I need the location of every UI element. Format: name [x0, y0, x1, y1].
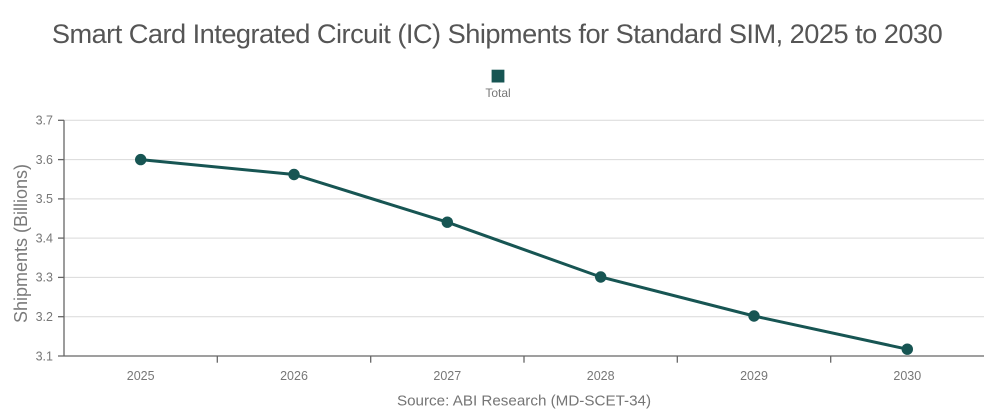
svg-text:2029: 2029 [740, 369, 768, 383]
svg-text:2025: 2025 [127, 369, 155, 383]
svg-text:2027: 2027 [433, 369, 461, 383]
svg-text:3.3: 3.3 [36, 271, 53, 285]
svg-text:2026: 2026 [280, 369, 308, 383]
svg-text:Smart Card Integrated Circuit: Smart Card Integrated Circuit (IC) Shipm… [52, 18, 943, 49]
svg-text:2028: 2028 [587, 369, 615, 383]
svg-text:2030: 2030 [893, 369, 921, 383]
svg-text:Shipments (Billions): Shipments (Billions) [11, 164, 31, 323]
svg-text:3.4: 3.4 [36, 231, 53, 245]
svg-text:Source: ABI Research (MD-SCET-: Source: ABI Research (MD-SCET-34) [397, 392, 651, 409]
svg-text:Total: Total [485, 86, 510, 100]
svg-text:3.7: 3.7 [36, 114, 53, 128]
svg-text:3.2: 3.2 [36, 310, 53, 324]
svg-text:3.6: 3.6 [36, 153, 53, 167]
svg-text:3.5: 3.5 [36, 192, 53, 206]
svg-text:3.1: 3.1 [36, 349, 53, 363]
